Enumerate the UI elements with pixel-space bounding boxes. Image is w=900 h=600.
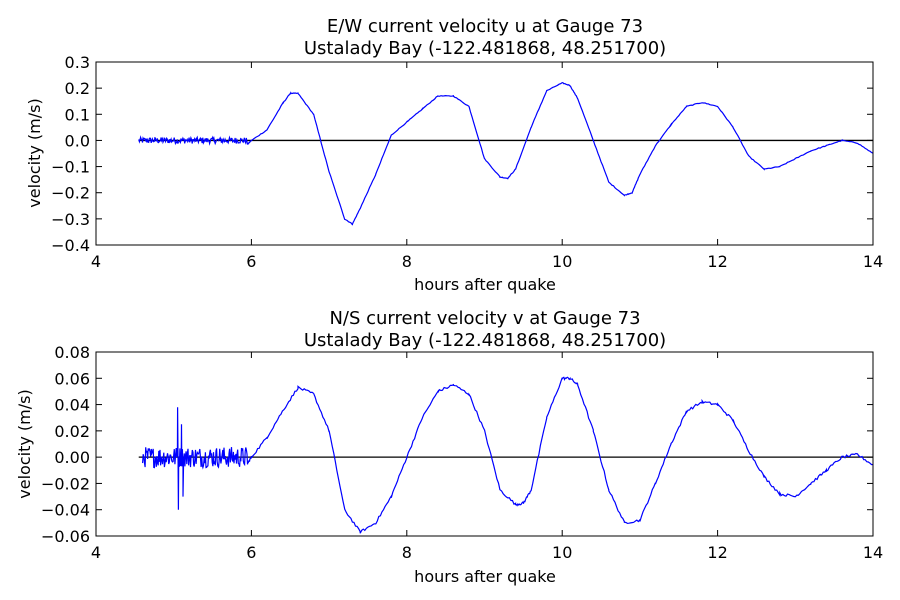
x-tick-label: 14 bbox=[863, 252, 883, 271]
x-tick-label: 14 bbox=[863, 543, 883, 562]
y-tick-label: 0.02 bbox=[54, 422, 90, 441]
x-tick-label: 10 bbox=[552, 252, 572, 271]
x-axis-label: hours after quake bbox=[414, 275, 556, 294]
y-tick-label: 0.08 bbox=[54, 343, 90, 362]
y-tick-label: 0.2 bbox=[65, 79, 90, 98]
y-tick-label: −0.2 bbox=[51, 184, 90, 203]
x-tick-label: 12 bbox=[707, 543, 727, 562]
x-tick-label: 8 bbox=[402, 543, 412, 562]
x-tick-label: 6 bbox=[246, 543, 256, 562]
x-axis-label: hours after quake bbox=[414, 567, 556, 586]
plot-frame bbox=[95, 61, 874, 246]
series-line bbox=[138, 81, 873, 226]
series-line bbox=[142, 376, 873, 534]
y-tick-label: 0.1 bbox=[65, 105, 90, 124]
y-tick-label: 0.00 bbox=[54, 448, 90, 467]
y-tick-label: −0.06 bbox=[41, 527, 90, 546]
y-axis-label: velocity (m/s) bbox=[25, 98, 44, 207]
x-tick-label: 10 bbox=[552, 543, 572, 562]
y-tick-label: 0.3 bbox=[65, 53, 90, 72]
plot-frame bbox=[95, 351, 874, 537]
x-tick-label: 8 bbox=[402, 252, 412, 271]
x-tick-label: 4 bbox=[91, 543, 101, 562]
v-velocity-panel: N/S current velocity v at Gauge 73 Ustal… bbox=[15, 308, 883, 586]
y-tick-label: 0.04 bbox=[54, 396, 90, 415]
x-tick-label: 12 bbox=[707, 252, 727, 271]
y-tick-label: −0.02 bbox=[41, 474, 90, 493]
y-tick-label: −0.4 bbox=[51, 236, 90, 255]
y-tick-label: −0.3 bbox=[51, 210, 90, 229]
chart-title-line1: N/S current velocity v at Gauge 73 bbox=[329, 308, 640, 329]
u-velocity-panel: E/W current velocity u at Gauge 73 Ustal… bbox=[25, 16, 883, 294]
y-axis-label: velocity (m/s) bbox=[15, 389, 34, 498]
chart-title-line2: Ustalady Bay (-122.481868, 48.251700) bbox=[304, 38, 666, 59]
y-tick-label: 0.06 bbox=[54, 369, 90, 388]
x-tick-label: 6 bbox=[246, 252, 256, 271]
chart-title-line2: Ustalady Bay (-122.481868, 48.251700) bbox=[304, 330, 666, 351]
x-tick-label: 4 bbox=[91, 252, 101, 271]
y-tick-label: −0.04 bbox=[41, 501, 90, 520]
y-tick-label: −0.1 bbox=[51, 158, 90, 177]
y-tick-label: 0.0 bbox=[65, 131, 90, 150]
chart-title-line1: E/W current velocity u at Gauge 73 bbox=[327, 16, 643, 37]
